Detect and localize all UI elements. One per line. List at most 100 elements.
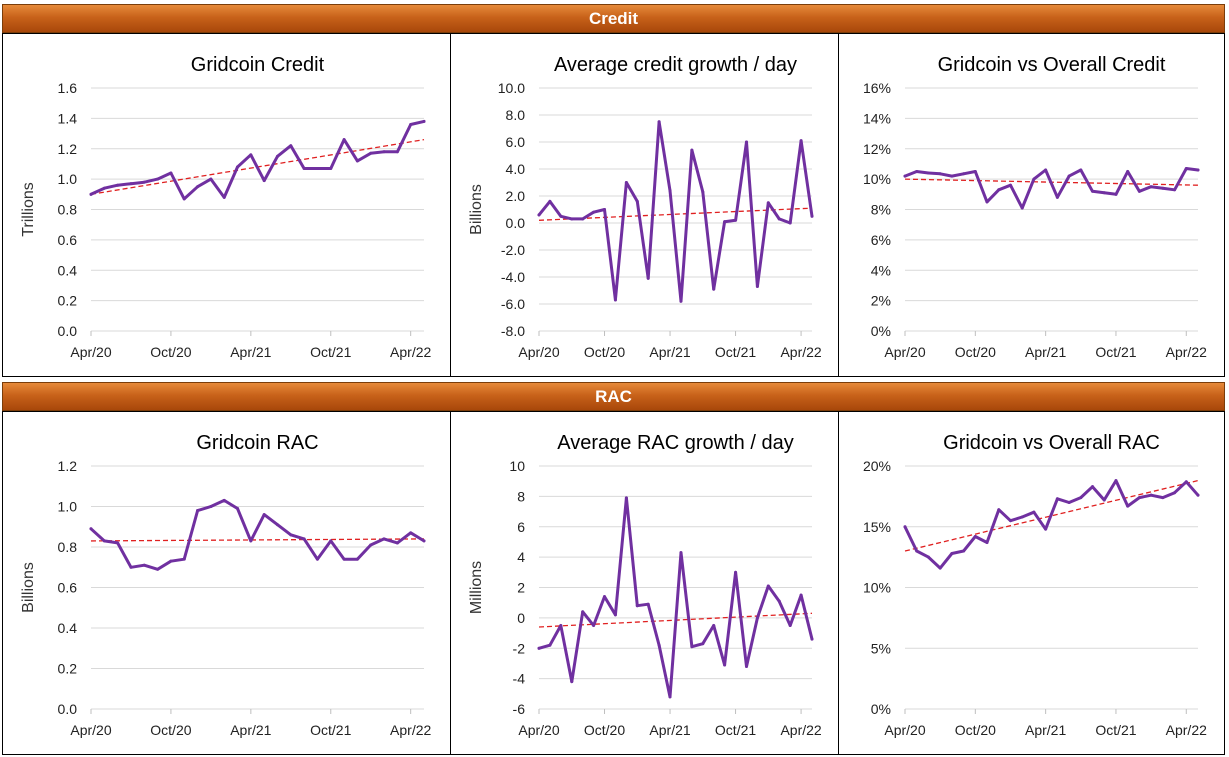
- data-point: [537, 646, 541, 650]
- data-point: [395, 150, 399, 154]
- y-tick-label: 2.0: [506, 188, 526, 204]
- data-point: [1126, 170, 1130, 174]
- chart-panel-gridcoin-credit: Gridcoin Credit Trillions 0.0 0.2 0.4 0.6 0.8 1…: [2, 33, 451, 377]
- data-point: [382, 537, 386, 541]
- data-point: [1173, 188, 1177, 192]
- data-point: [766, 201, 770, 205]
- data-point: [624, 181, 628, 184]
- data-point: [355, 557, 359, 561]
- data-point: [369, 151, 373, 155]
- data-point: [1114, 479, 1118, 483]
- chart-panel-gridcoin-rac: Gridcoin RAC Billions 0.0 0.2 0.4 0.6 0.8 1.0 1.…: [2, 411, 451, 755]
- y-axis-label: Millions: [468, 561, 485, 614]
- data-point: [1196, 493, 1200, 497]
- data-point: [1137, 189, 1141, 193]
- data-point: [744, 140, 748, 144]
- y-tick-label: 10%: [863, 580, 891, 596]
- data-point: [973, 170, 977, 174]
- y-tick-label: 0.8: [58, 202, 78, 218]
- y-tick-label: 2: [517, 580, 525, 596]
- data-point: [690, 645, 694, 649]
- data-point: [1079, 168, 1083, 172]
- chart-svg: Average credit growth / day Billions -8.0 -…: [468, 54, 822, 360]
- data-point: [701, 190, 705, 194]
- data-point: [422, 119, 426, 123]
- data-point: [799, 593, 803, 597]
- y-tick-label: 8%: [871, 202, 891, 218]
- chart-title: Gridcoin vs Overall RAC: [943, 432, 1160, 454]
- data-point: [182, 197, 186, 201]
- data-point: [1184, 480, 1188, 484]
- x-tick-label: Apr/22: [780, 722, 821, 738]
- data-point: [734, 570, 738, 574]
- data-point: [142, 180, 146, 184]
- data-point: [222, 498, 226, 502]
- x-tick-label: Oct/21: [1095, 344, 1136, 360]
- y-tick-label: 0.6: [58, 232, 78, 248]
- data-point: [903, 174, 907, 178]
- data-point: [777, 217, 781, 221]
- data-point: [646, 276, 650, 280]
- chart-svg: Gridcoin vs Overall Credit 0% 2% 4% 6% 8% 10% 1…: [863, 54, 1207, 360]
- chart-title: Gridcoin Credit: [191, 54, 325, 76]
- y-tick-label: 16%: [863, 80, 891, 96]
- data-point: [342, 557, 346, 561]
- data-point: [926, 555, 930, 559]
- x-tick-label: Apr/21: [1025, 344, 1066, 360]
- y-tick-label: 1.4: [58, 110, 78, 126]
- data-point: [1184, 166, 1188, 170]
- y-tick-label: -2: [513, 640, 526, 656]
- data-point: [962, 172, 966, 176]
- data-point: [1067, 500, 1071, 504]
- trendline: [90, 538, 425, 542]
- data-point: [973, 534, 977, 538]
- data-point: [712, 287, 716, 291]
- y-tick-label: 5%: [871, 640, 891, 656]
- chart-title: Gridcoin RAC: [196, 432, 318, 454]
- data-point: [262, 513, 266, 517]
- chart-panel-gridcoin-vs-overall-rac: Gridcoin vs Overall RAC 0% 5% 10% 15% 20% Apr/…: [838, 411, 1225, 755]
- data-point: [102, 539, 106, 543]
- y-tick-label: -2.0: [501, 242, 525, 258]
- data-point: [1067, 174, 1071, 178]
- x-tick-label: Oct/20: [584, 722, 625, 738]
- data-point: [196, 509, 200, 513]
- data-point: [559, 623, 563, 627]
- data-point: [1196, 168, 1200, 172]
- data-point: [985, 200, 989, 204]
- x-tick-label: Oct/20: [955, 344, 996, 360]
- data-point: [289, 533, 293, 537]
- data-point: [236, 165, 240, 169]
- y-tick-label: 8: [517, 488, 525, 504]
- data-point: [938, 172, 942, 176]
- y-tick-label: 1.2: [58, 458, 78, 474]
- y-axis-label: Billions: [468, 184, 485, 235]
- data-point: [209, 177, 213, 181]
- data-point: [581, 610, 585, 614]
- data-point: [249, 153, 253, 157]
- data-point: [810, 637, 814, 641]
- data-point: [810, 214, 814, 218]
- y-tick-label: 10%: [863, 171, 891, 187]
- data-point: [129, 182, 133, 186]
- y-tick-label: 10: [509, 458, 525, 474]
- data-point: [668, 695, 672, 699]
- data-point: [559, 214, 563, 218]
- data-point: [537, 213, 541, 217]
- data-point: [1079, 496, 1083, 500]
- data-point: [1044, 168, 1048, 172]
- data-point: [369, 543, 373, 547]
- data-point: [249, 539, 253, 543]
- data-point: [723, 663, 727, 667]
- data-point: [635, 604, 639, 608]
- data-point: [903, 525, 907, 529]
- data-point: [275, 154, 279, 158]
- x-tick-label: Apr/20: [70, 344, 111, 360]
- chart-svg: Average RAC growth / day Millions -6 -4 -2 0 2…: [468, 432, 822, 738]
- data-point: [603, 595, 607, 599]
- data-point: [755, 284, 759, 288]
- data-point: [679, 551, 683, 555]
- data-point: [926, 171, 930, 175]
- data-point: [1161, 186, 1165, 190]
- data-point: [1126, 504, 1130, 508]
